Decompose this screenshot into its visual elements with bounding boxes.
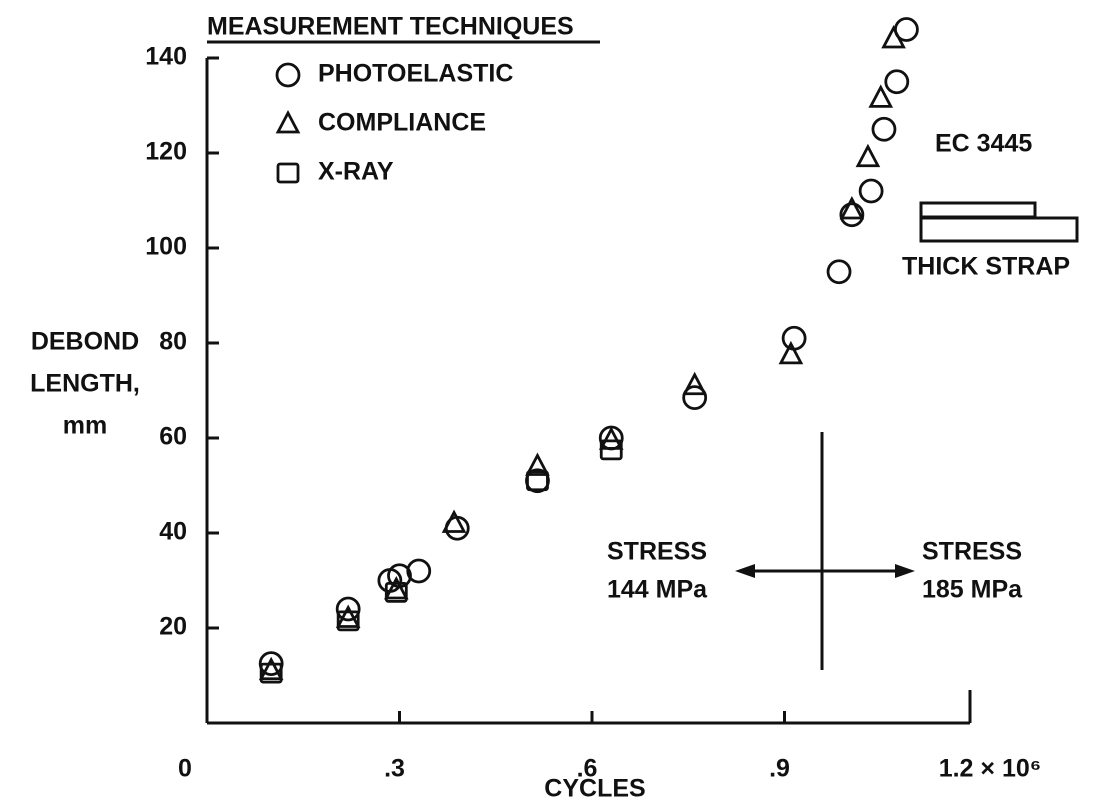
- point: [383, 575, 409, 600]
- y-tick-label: 40: [159, 518, 187, 546]
- point: [599, 439, 623, 461]
- legend-title: MEASUREMENT TECHNIQUES: [207, 13, 574, 41]
- annotation: 185 MPa: [922, 576, 1023, 604]
- y-tick-label: 140: [145, 43, 187, 71]
- point: [682, 371, 707, 396]
- point: [384, 581, 408, 603]
- point: [335, 604, 361, 628]
- x-tick-label: 1.2 × 10⁶: [939, 755, 1042, 783]
- annotation: EC 3445: [935, 130, 1032, 158]
- y-axis-label: mm: [63, 412, 107, 440]
- point: [406, 558, 432, 584]
- legend-label: X-RAY: [318, 158, 394, 186]
- y-axis-label: LENGTH,: [30, 370, 140, 398]
- x-tick-label: .6: [577, 755, 598, 783]
- strap-icon: [919, 201, 1037, 219]
- point: [258, 651, 284, 677]
- point: [335, 596, 361, 622]
- legend-marker: [275, 62, 301, 88]
- point: [868, 84, 894, 108]
- point: [682, 385, 708, 411]
- y-tick-label: 100: [145, 233, 187, 261]
- x-tick-label: .3: [384, 755, 405, 783]
- point: [778, 340, 804, 365]
- point: [871, 116, 897, 142]
- annotation: STRESS: [922, 538, 1022, 566]
- point: [858, 178, 884, 204]
- legend-marker: [276, 162, 300, 184]
- y-tick-label: 20: [159, 613, 187, 641]
- point: [881, 24, 906, 49]
- legend-label: COMPLIANCE: [318, 109, 486, 137]
- point: [525, 452, 550, 476]
- point: [826, 259, 852, 285]
- point: [839, 195, 865, 220]
- point: [259, 662, 283, 684]
- y-tick-label: 60: [159, 423, 187, 451]
- x-tick-label: 0: [178, 755, 192, 783]
- point: [781, 325, 807, 351]
- arrow-head: [895, 564, 915, 578]
- point: [336, 610, 360, 632]
- x-tick-label: .9: [769, 755, 790, 783]
- y-axis-label: DEBOND: [31, 328, 139, 356]
- point: [258, 656, 284, 681]
- point: [526, 470, 549, 492]
- y-tick-label: 80: [159, 328, 187, 356]
- legend-marker: [275, 109, 301, 134]
- point: [839, 202, 865, 228]
- point: [884, 69, 910, 95]
- annotation: THICK STRAP: [902, 253, 1070, 281]
- point: [441, 509, 467, 533]
- annotation: STRESS: [607, 538, 707, 566]
- x-axis-label: CYCLES: [544, 775, 645, 802]
- arrow-head: [735, 564, 755, 578]
- strap-icon: [919, 216, 1079, 243]
- point: [855, 143, 881, 168]
- annotation: 144 MPa: [607, 576, 708, 604]
- point: [598, 426, 624, 450]
- y-tick-label: 120: [145, 138, 187, 166]
- legend-label: PHOTOELASTIC: [318, 60, 513, 88]
